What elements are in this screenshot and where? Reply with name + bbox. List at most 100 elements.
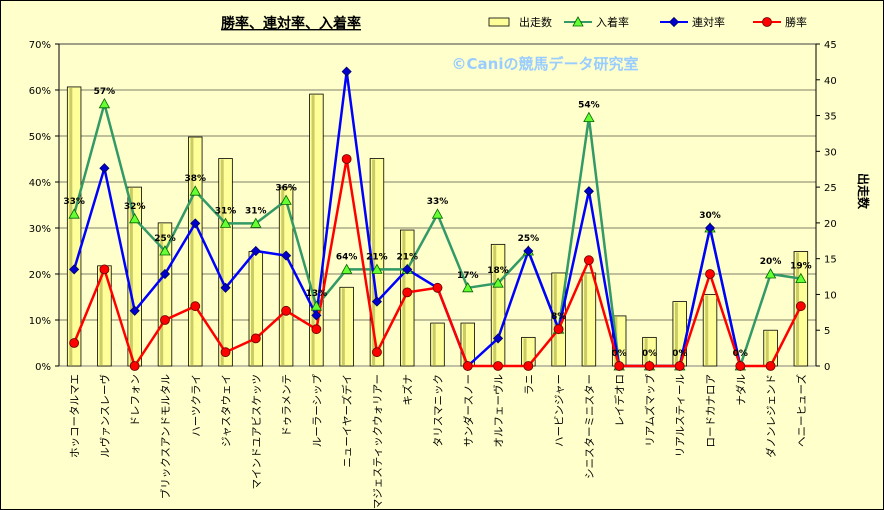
data-label: 0% [612,349,627,359]
y2-tick-label: 5 [824,326,830,337]
x-tick-label: ホッコータルマエ [69,374,81,458]
x-tick-label: ハーツクライ [190,374,202,437]
marker [69,264,80,275]
marker [614,361,625,371]
marker [190,218,201,229]
marker [160,315,170,325]
marker [462,361,473,371]
marker [371,296,383,307]
marker [69,338,80,348]
marker [250,333,261,344]
x-tick-label: タリスマニック [433,374,445,447]
bar-shade [99,266,103,365]
marker [668,16,680,28]
marker [572,16,584,27]
y2-tick-label: 30 [824,147,837,158]
x-tick-label: マインドユアビスケッツ [251,374,263,490]
plot-area [58,43,817,367]
legend-label: 勝率 [785,15,807,29]
data-label: 57% [94,87,116,97]
marker [765,361,776,371]
marker [523,245,534,257]
marker [250,217,262,228]
bar-shade [674,302,678,365]
line-series [68,66,807,372]
marker [220,347,231,358]
marker [493,361,503,371]
marker [311,324,322,335]
x-tick-label: ラニ [523,374,535,395]
marker [704,222,716,234]
legend: 出走数 入着率 連対率 勝率 [488,15,807,29]
bar-shade [584,273,588,365]
data-label: 18% [487,266,509,276]
data-label: 19% [790,262,812,272]
bar-shade [644,338,648,365]
y2-axis-label: 出走数 [856,173,871,210]
y-tick-label: 20% [29,270,51,281]
marker [492,277,504,288]
bar-shade [129,188,133,365]
bar-shade [341,288,345,365]
marker [129,212,141,224]
marker [371,263,383,274]
data-label: 32% [124,202,146,212]
x-tick-label: ブリックスアンドモルタル [159,374,172,499]
data-label: 0% [642,349,657,359]
x-tick-label: リアルスティール [675,374,687,457]
y2-tick-label: 10 [824,290,837,301]
x-tick-label: レイデオロ [613,374,626,427]
data-label: 25% [154,234,176,244]
x-tick-label: ハービンジャー [554,374,566,447]
x-tick-label: ダノンレジェンド [765,374,778,458]
marker [281,250,292,261]
bar-shade [705,295,709,365]
marker [340,263,353,274]
marker [341,154,352,164]
bar-shade [160,223,164,365]
y-tick-label: 60% [29,86,51,97]
x-tick-label: ナダル [734,374,747,406]
marker [281,305,292,316]
marker [735,361,746,371]
marker [99,163,110,174]
marker [129,361,140,371]
marker [462,281,474,293]
data-label: 36% [275,183,297,193]
y-tick-label: 10% [29,316,51,327]
marker [584,255,594,266]
marker [764,268,777,279]
y-axis-left: 0% 10% 20% 30% 40% 50% 60% 70% [29,40,60,373]
data-label: 17% [457,271,479,281]
marker [492,333,504,344]
data-label: 31% [245,206,267,216]
marker [795,272,807,283]
marker [795,301,806,312]
marker [705,269,715,279]
marker [99,264,110,275]
data-label: 64% [336,252,358,262]
data-label: 20% [760,257,782,267]
x-tick-label: サンダースノー [462,374,475,447]
data-label: 25% [518,234,540,244]
data-label: 38% [184,174,206,184]
legend-label: 連対率 [692,15,725,29]
data-label: 31% [215,206,237,216]
y-tick-label: 50% [29,132,51,143]
x-tick-label: ヘニーヒューズ [795,374,808,447]
bar-shade [493,245,497,365]
y-axis-right: 0 5 10 15 20 25 30 35 40 45 [815,40,837,373]
marker [189,185,201,196]
marker [431,208,444,219]
x-tick-label: ドレフォン [130,374,142,427]
marker [159,245,171,256]
data-label: 54% [578,101,600,111]
y2-tick-label: 25 [824,183,837,194]
marker [190,301,201,312]
marker [98,97,111,109]
marker [583,111,595,122]
legend-swatch [488,17,510,27]
bar-shade [462,324,466,365]
